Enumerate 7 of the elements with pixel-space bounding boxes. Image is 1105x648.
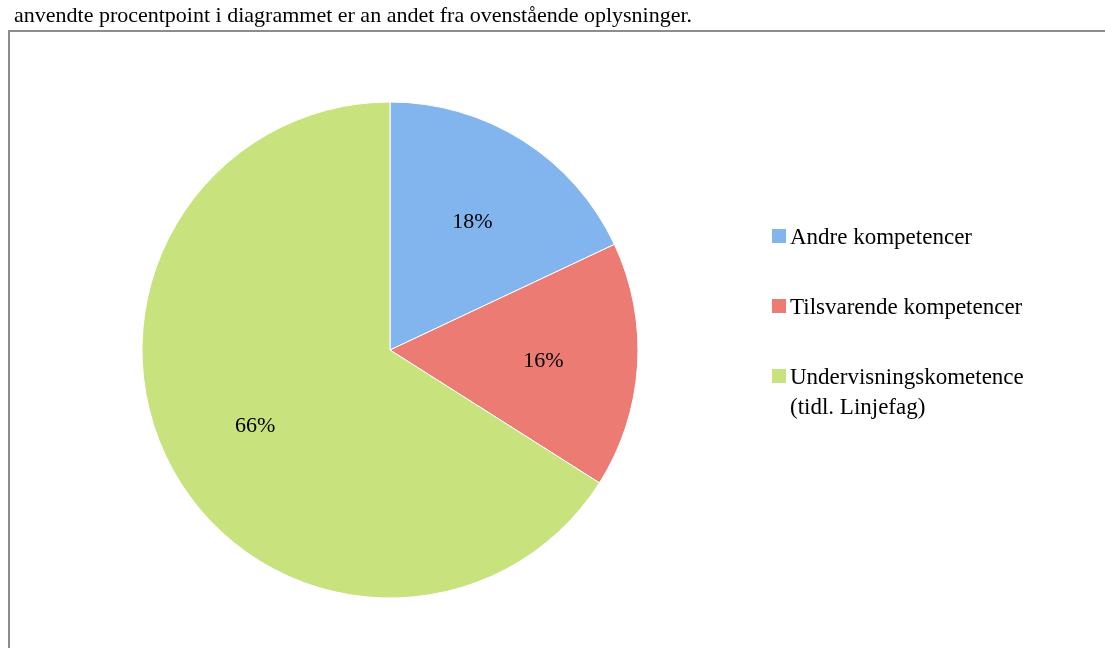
text: anvendte procentpoint i diagrammet er an andet fra ovenstående oplysninger. — [14, 1, 693, 29]
data-label: 18% — [452, 207, 493, 233]
data-label: 66% — [235, 411, 276, 437]
legend-label: Undervisningskometence (tidl. Linjefag) — [790, 363, 1025, 421]
data-label: 16% — [523, 347, 564, 373]
legend-label: Tilsvarende kompetencer — [790, 293, 1024, 321]
legend-label: Andre kompetencer — [790, 223, 973, 251]
